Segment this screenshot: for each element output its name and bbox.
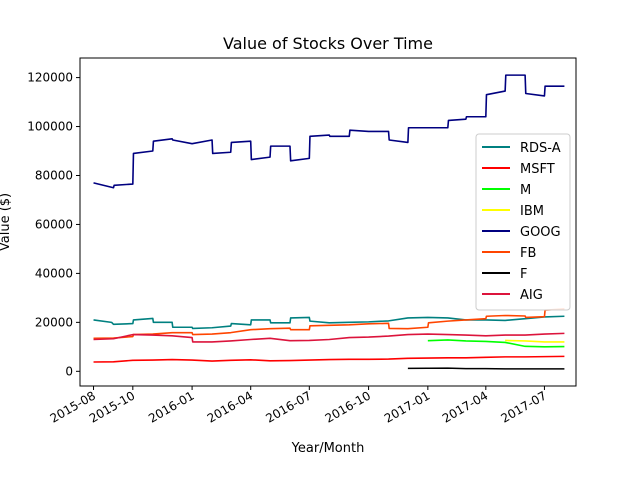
x-tick-label: 2017-01 [382,388,432,425]
y-axis-label: Value ($) [0,193,13,251]
chart-title: Value of Stocks Over Time [223,34,433,53]
legend-label: RDS-A [520,141,561,156]
legend-label: MSFT [520,162,555,177]
x-axis-label: Year/Month [291,441,365,456]
y-tick-label: 40000 [35,266,73,280]
x-tick-label: 2016-07 [263,388,313,425]
legend-label: IBM [520,204,544,219]
series-line-msft [93,355,565,363]
y-tick-label: 80000 [35,168,73,182]
x-tick-label: 2016-04 [205,388,255,425]
legend-label: F [520,267,527,282]
x-tick-label: 2017-04 [440,388,490,425]
series-line-aig [93,332,565,343]
series-line-goog [93,74,565,189]
y-tick-label: 0 [65,364,73,378]
x-tick-label: 2017-07 [499,388,549,425]
y-tick-label: 120000 [27,71,73,85]
y-tick-label: 20000 [35,315,73,329]
series-line-ibm [505,339,565,343]
series-layer [93,74,565,370]
legend-label: M [520,183,531,198]
legend-label: GOOG [520,225,561,240]
legend-label: FB [520,246,536,261]
x-tick-label: 2016-01 [146,388,196,425]
y-axis: 0 20000 40000 60000 80000 100000 120000 [27,71,80,378]
plot-frame [79,57,577,387]
series-line-m [427,339,565,348]
series-line-fb [93,308,565,340]
series-line-f [407,367,565,370]
x-tick-label: 2015-10 [87,388,137,425]
series-line-rds-a [93,315,565,330]
legend: RDS-A MSFT M IBM GOOG FB F AIG [475,133,571,311]
y-tick-label: 60000 [35,217,73,231]
y-tick-label: 100000 [27,120,73,134]
x-tick-label: 2016-10 [323,388,373,425]
legend-label: AIG [520,288,543,303]
legend-box [475,133,571,311]
